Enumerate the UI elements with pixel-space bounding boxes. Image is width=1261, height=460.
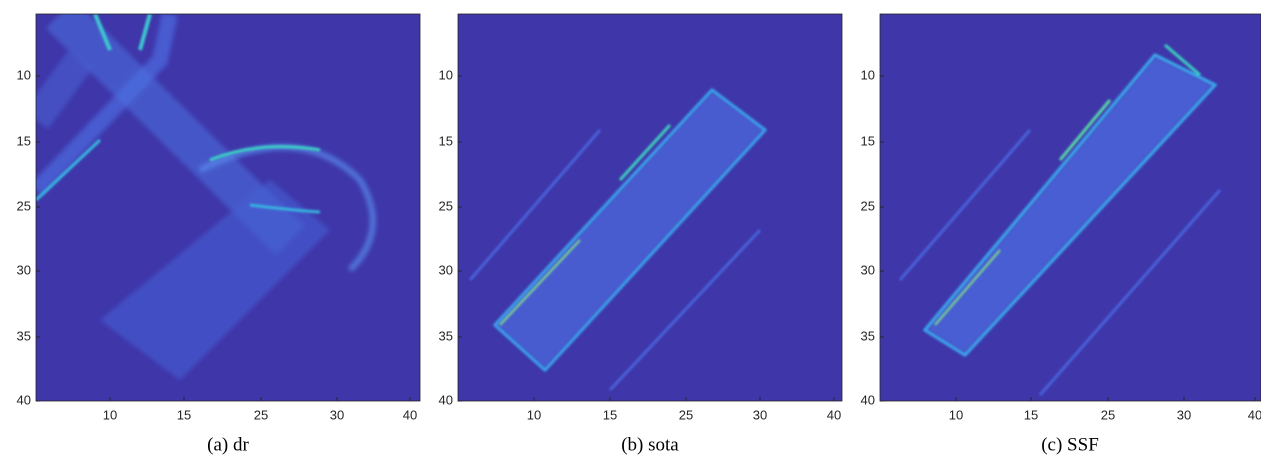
x-tick-label: 10 [527, 407, 541, 422]
y-tick-label: 30 [17, 262, 31, 277]
x-tick-label: 25 [679, 407, 693, 422]
y-tick-label: 25 [439, 198, 453, 213]
x-tick-label: 15 [177, 407, 191, 422]
x-tick-label: 40 [1248, 407, 1261, 422]
y-tick-label: 25 [861, 198, 875, 213]
y-tick-label: 35 [17, 328, 31, 343]
y-tick-label: 15 [439, 133, 453, 148]
caption: (a) dr [207, 434, 249, 455]
y-tick-label: 10 [439, 67, 453, 82]
x-tick-label: 15 [603, 407, 617, 422]
caption: (b) sota [621, 434, 679, 455]
heatmap-b [458, 14, 842, 401]
x-tick-label: 40 [403, 407, 417, 422]
heatmap-c [880, 14, 1261, 401]
y-tick-label: 10 [861, 67, 875, 82]
heatmap-a [36, 14, 420, 401]
y-tick-label: 40 [17, 392, 31, 407]
y-tick-label: 15 [17, 133, 31, 148]
y-tick-label: 40 [861, 392, 875, 407]
x-tick-label: 10 [949, 407, 963, 422]
x-tick-label: 40 [827, 407, 841, 422]
x-tick-label: 30 [753, 407, 767, 422]
caption: (c) SSF [1041, 434, 1099, 455]
y-tick-label: 10 [17, 67, 31, 82]
x-tick-label: 25 [1101, 407, 1115, 422]
y-tick-label: 40 [439, 392, 453, 407]
y-tick-label: 15 [861, 133, 875, 148]
y-tick-label: 30 [861, 262, 875, 277]
x-tick-label: 10 [103, 407, 117, 422]
x-tick-label: 25 [254, 407, 268, 422]
y-tick-label: 25 [17, 198, 31, 213]
y-tick-label: 30 [439, 262, 453, 277]
y-tick-label: 35 [439, 328, 453, 343]
x-tick-label: 30 [330, 407, 344, 422]
x-tick-label: 30 [1177, 407, 1191, 422]
y-tick-label: 35 [861, 328, 875, 343]
x-tick-label: 15 [1024, 407, 1038, 422]
